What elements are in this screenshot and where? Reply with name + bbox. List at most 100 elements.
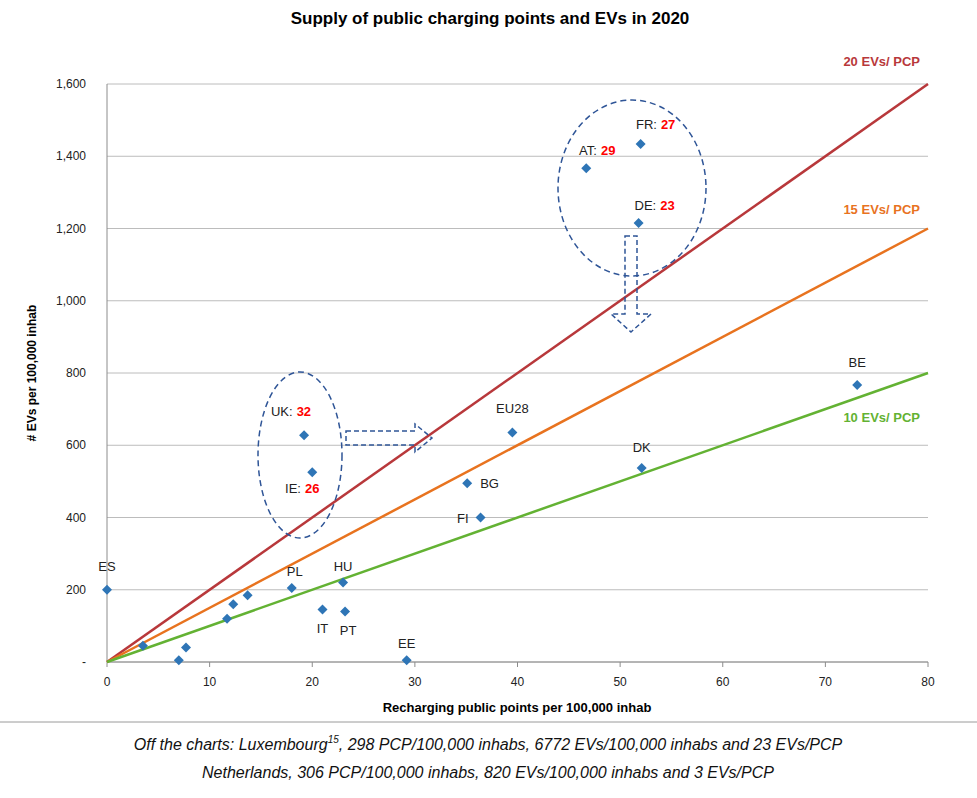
point xyxy=(340,606,350,616)
x-tick xyxy=(209,662,210,667)
point-name: EU28 xyxy=(496,401,529,416)
footnote-text: Off the charts: Luxembourg xyxy=(134,736,328,753)
y-tick-label: 800 xyxy=(66,366,86,380)
point-name: IT xyxy=(317,621,329,636)
grid-line xyxy=(107,589,928,590)
point xyxy=(287,583,297,593)
line-label: 10 EVs/ PCP xyxy=(843,410,920,425)
point xyxy=(299,430,309,440)
point-name: UK: xyxy=(271,404,293,419)
x-tick xyxy=(722,662,723,667)
point-name: IE: xyxy=(285,481,301,496)
ratio-label: 23 xyxy=(660,198,674,213)
x-tick-label: 60 xyxy=(716,675,730,689)
line-label: 20 EVs/ PCP xyxy=(843,54,920,69)
y-tick-label: 400 xyxy=(66,511,86,525)
x-tick-label: 30 xyxy=(408,675,422,689)
point-name: PL xyxy=(287,564,303,579)
point-label: DE:23 xyxy=(635,198,675,213)
point-label: BG xyxy=(480,476,499,491)
x-tick xyxy=(414,662,415,667)
point xyxy=(852,380,862,390)
point xyxy=(138,641,148,651)
x-tick-label: 50 xyxy=(613,675,627,689)
y-axis-label: # EVs per 100,000 inhab xyxy=(25,305,39,442)
point xyxy=(507,428,517,438)
footnote: Netherlands, 306 PCP/100,000 inhabs, 820… xyxy=(202,764,774,781)
y-axis xyxy=(107,84,108,662)
point xyxy=(581,163,591,173)
x-tick-label: 10 xyxy=(203,675,217,689)
point xyxy=(637,463,647,473)
y-tick-label: 1,400 xyxy=(56,149,86,163)
point-name: DE: xyxy=(635,198,657,213)
point xyxy=(102,585,112,595)
y-tick-label: 1,000 xyxy=(56,294,86,308)
grid-line xyxy=(107,300,928,301)
ratio-label: 32 xyxy=(297,404,311,419)
point-name: AT: xyxy=(579,143,597,158)
point-label: IT xyxy=(317,621,329,636)
point-label: PL xyxy=(287,564,303,579)
footnote-text: Netherlands, 306 PCP/100,000 inhabs, 820… xyxy=(202,764,774,781)
point xyxy=(634,218,644,228)
point-label: HU xyxy=(334,559,353,574)
point xyxy=(174,655,184,665)
footnote-text: , 298 PCP/100,000 inhabs, 6772 EVs/100,0… xyxy=(339,736,843,753)
point-name: BG xyxy=(480,476,499,491)
separator xyxy=(0,722,977,723)
point xyxy=(181,643,191,653)
line-label: 15 EVs/ PCP xyxy=(843,202,920,217)
point-label: ES xyxy=(98,559,116,574)
reference-line xyxy=(107,373,928,662)
point-label: FI xyxy=(457,511,469,526)
point-label: AT: 29 xyxy=(579,143,615,158)
x-tick xyxy=(825,662,826,667)
point xyxy=(318,605,328,615)
x-tick xyxy=(312,662,313,667)
point-label: FR: 27 xyxy=(636,117,675,132)
point-name: BE xyxy=(849,355,867,370)
point-label: PT xyxy=(340,623,357,638)
point-label: EU28 xyxy=(496,401,529,416)
x-tick-label: 80 xyxy=(921,675,935,689)
y-tick-label: 200 xyxy=(66,583,86,597)
point xyxy=(476,513,486,523)
ratio-label: 27 xyxy=(661,117,675,132)
point-label: BE xyxy=(849,355,867,370)
x-tick-label: 0 xyxy=(104,675,111,689)
point-name: FR: xyxy=(636,117,657,132)
point xyxy=(222,614,232,624)
point-name: DK xyxy=(633,440,651,455)
x-tick-label: 40 xyxy=(511,675,525,689)
group-ellipse xyxy=(258,372,342,538)
x-tick-label: 70 xyxy=(819,675,833,689)
point xyxy=(243,590,253,600)
y-tick-label: 1,200 xyxy=(56,222,86,236)
point-name: FI xyxy=(457,511,469,526)
y-tick-label: 600 xyxy=(66,438,86,452)
y-tick-label: - xyxy=(82,655,86,669)
point-label: UK: 32 xyxy=(271,404,311,419)
x-tick-label: 20 xyxy=(306,675,320,689)
plot-area xyxy=(102,84,928,665)
footnote-superscript: 15 xyxy=(328,734,340,745)
point-name: HU xyxy=(334,559,353,574)
point xyxy=(462,478,472,488)
point xyxy=(307,467,317,477)
point-label: IE:26 xyxy=(285,481,319,496)
title: Supply of public charging points and EVs… xyxy=(291,9,690,28)
point xyxy=(338,578,348,588)
reference-line xyxy=(107,229,928,663)
x-tick xyxy=(928,662,929,667)
point-name: ES xyxy=(98,559,116,574)
reference-line xyxy=(107,84,928,662)
ratio-label: 29 xyxy=(601,143,615,158)
point-label: EE xyxy=(398,636,416,651)
x-tick xyxy=(620,662,621,667)
background xyxy=(0,0,977,798)
footnote: Off the charts: Luxembourg15, 298 PCP/10… xyxy=(134,734,843,753)
y-tick-label: 1,600 xyxy=(56,77,86,91)
arrow xyxy=(611,236,651,332)
point-name: EE xyxy=(398,636,416,651)
